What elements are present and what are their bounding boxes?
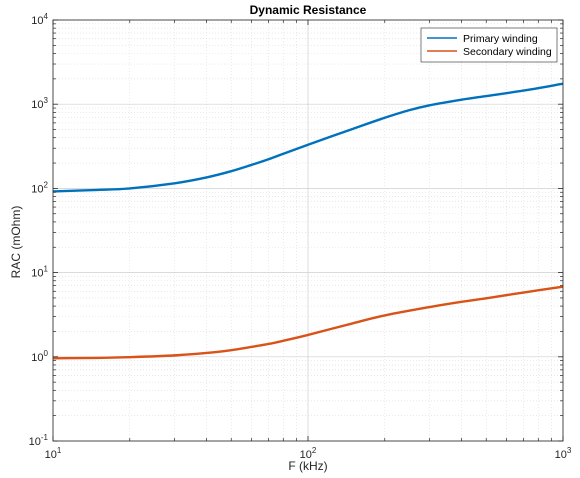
y-tick-label: 102: [31, 180, 48, 195]
x-axis-title: F (kHz): [288, 459, 327, 473]
x-tick-labels: 101 102 103: [45, 446, 572, 461]
series-layer: [52, 82, 564, 360]
x-tick-label: 103: [555, 446, 572, 461]
series-line-2: [52, 285, 564, 360]
chart-title: Dynamic Resistance: [250, 3, 367, 17]
y-tick-label: 103: [31, 96, 48, 111]
y-axis-title: RAC (mOhm): [9, 206, 23, 279]
y-tick-label: 10-1: [29, 433, 49, 448]
series-line-1: [52, 82, 564, 193]
x-tick-label: 102: [300, 446, 317, 461]
legend-label-1: Primary winding: [463, 33, 538, 45]
y-tick-label: 100: [31, 349, 48, 364]
x-tick-label: 101: [45, 446, 62, 461]
ticks-layer: [52, 19, 564, 442]
y-tick-label: 104: [31, 12, 48, 27]
legend-box: [420, 27, 558, 63]
legend-label-2: Secondary winding: [463, 46, 552, 58]
y-tick-labels: 10-1 100 101 102 103 104: [29, 12, 49, 448]
y-tick-label: 101: [31, 265, 48, 280]
